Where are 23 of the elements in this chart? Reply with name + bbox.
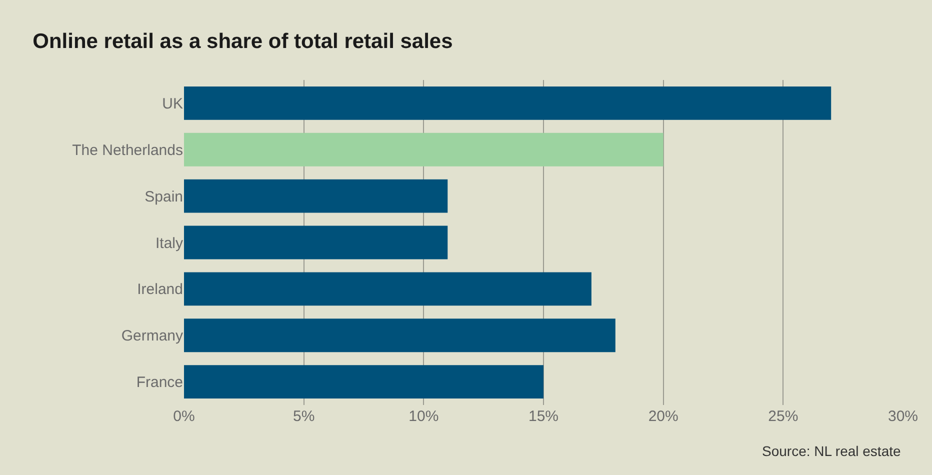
bar: [184, 132, 664, 166]
bar: [184, 365, 544, 398]
x-tick-label: 0%: [173, 408, 195, 425]
y-tick-label: Germany: [121, 328, 184, 345]
x-tick-label: 25%: [768, 408, 798, 425]
y-tick-label: UK: [162, 95, 183, 112]
y-tick-label: Spain: [144, 188, 183, 206]
bar: [184, 226, 448, 260]
bar: [184, 318, 616, 352]
y-tick-label: France: [136, 374, 183, 392]
x-tick-label: 30%: [888, 408, 918, 425]
x-tick-label: 20%: [648, 408, 678, 425]
bar: [184, 86, 832, 120]
bar: [184, 179, 448, 213]
y-tick-label: Italy: [155, 234, 184, 252]
y-tick-label: The Netherlands: [72, 142, 183, 159]
x-tick-label: 15%: [528, 408, 559, 425]
x-tick-label: 5%: [292, 408, 315, 425]
source-note: Source: NL real estate: [762, 443, 901, 459]
y-tick-label: Ireland: [137, 281, 183, 298]
bar: [184, 272, 592, 306]
x-tick-label: 10%: [408, 408, 439, 425]
chart-title: Online retail as a share of total retail sales: [32, 30, 453, 53]
